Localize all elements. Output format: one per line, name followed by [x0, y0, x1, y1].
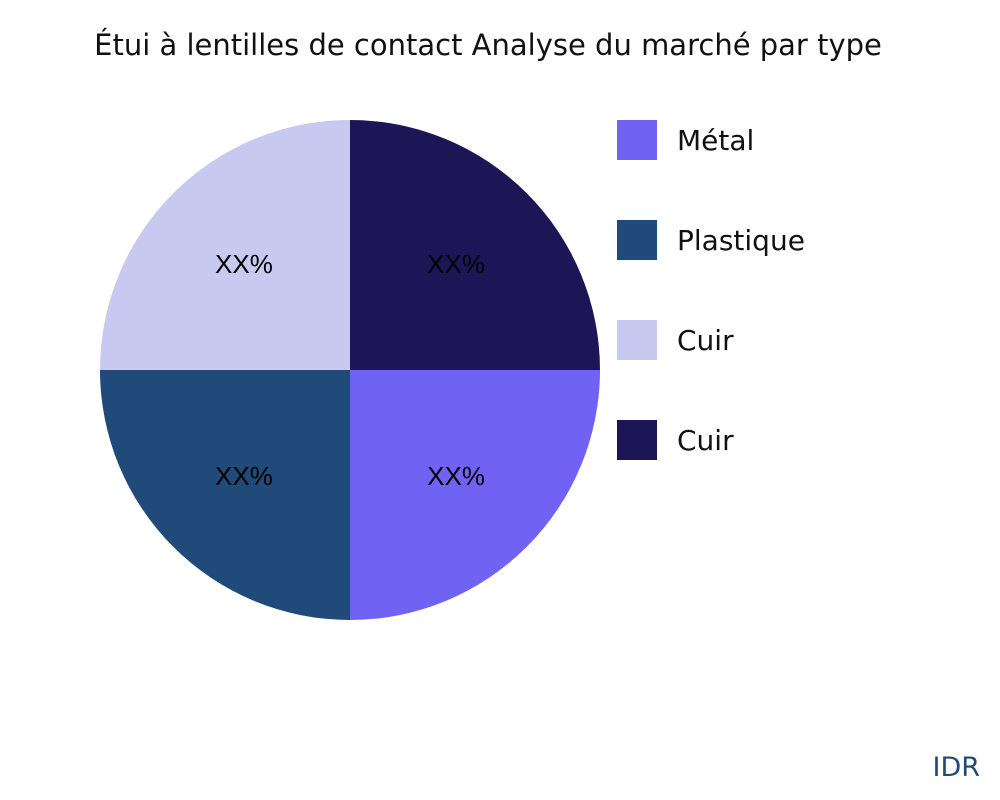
- legend-item-1[interactable]: Plastique: [617, 220, 805, 260]
- slice-label-2: XX%: [215, 249, 273, 279]
- legend-label: Cuir: [677, 423, 734, 457]
- legend-swatch: [617, 320, 657, 360]
- legend-swatch: [617, 420, 657, 460]
- watermark-logo: IDR: [932, 752, 980, 783]
- slice-label-1: XX%: [215, 461, 273, 491]
- legend-label: Métal: [677, 123, 755, 157]
- legend-item-3[interactable]: Cuir: [617, 420, 734, 460]
- chart-title: Étui à lentilles de contact Analyse du m…: [94, 28, 882, 62]
- legend-swatch: [617, 220, 657, 260]
- pie-slice-0: [350, 370, 600, 620]
- slice-label-0: XX%: [427, 461, 485, 491]
- legend-label: Plastique: [677, 223, 805, 257]
- slice-label-3: XX%: [427, 249, 485, 279]
- pie-slice-2: [100, 120, 350, 370]
- pie-slice-3: [350, 120, 600, 370]
- pie-slice-1: [100, 370, 350, 620]
- legend-item-0[interactable]: Métal: [617, 120, 754, 160]
- legend-item-2[interactable]: Cuir: [617, 320, 734, 360]
- legend-swatch: [617, 120, 657, 160]
- legend-label: Cuir: [677, 323, 734, 357]
